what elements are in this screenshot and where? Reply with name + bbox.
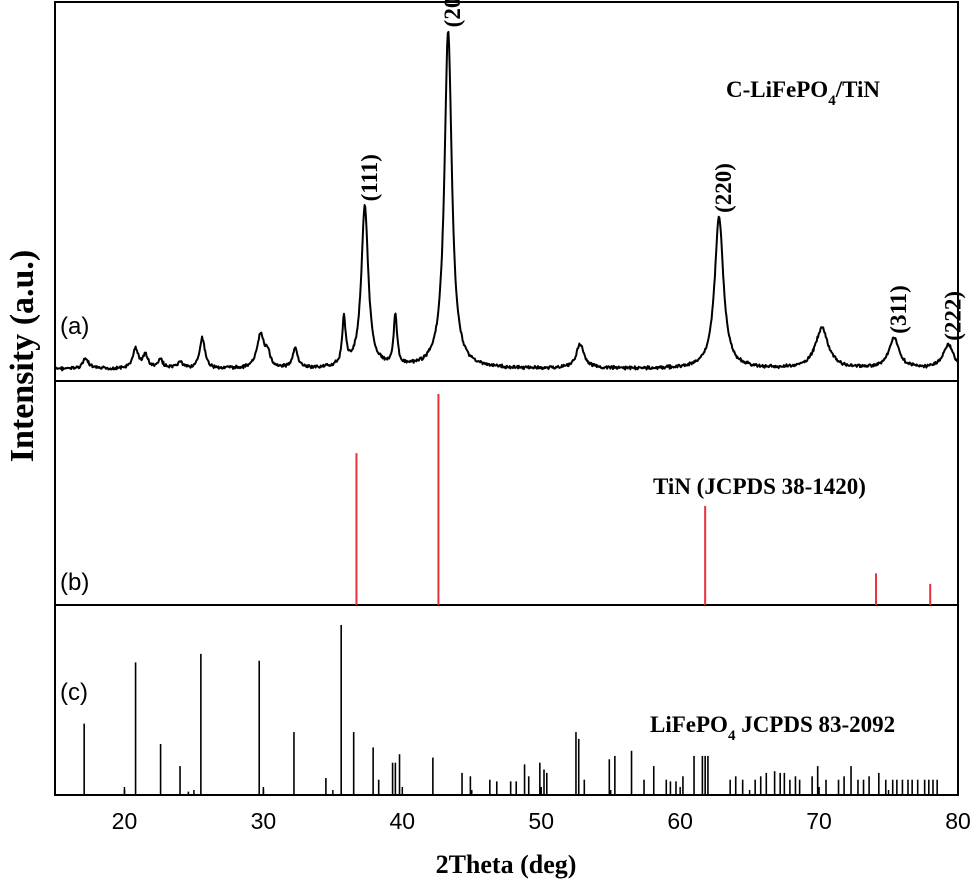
tin-reference-sticks (355, 394, 932, 605)
xrd-pattern-trace (54, 30, 959, 372)
panel-b-label: TiN (JCPDS 38-1420) (653, 474, 866, 499)
hkl-label-3: (311) (886, 285, 911, 334)
hkl-labels: (111) (200) (220) (311) (222) (357, 0, 965, 341)
x-tick-label: 80 (945, 808, 971, 834)
panel-a-tag: (a) (60, 313, 89, 340)
x-tick-label: 70 (806, 808, 832, 834)
x-axis-title: 2Theta (deg) (436, 850, 577, 879)
hkl-label-2: (220) (711, 163, 736, 213)
y-axis-title: Intensity (a.u.) (4, 250, 41, 463)
panel-b-tag: (b) (60, 569, 89, 596)
x-axis: 20 30 40 50 60 70 80 (54, 787, 971, 834)
lifepo4-reference-sticks (83, 625, 959, 795)
x-tick-label: 20 (112, 808, 138, 834)
hkl-label-0: (111) (357, 154, 382, 201)
x-tick-label: 50 (528, 808, 554, 834)
panel-c-tag: (c) (60, 679, 88, 706)
hkl-label-1: (200) (440, 0, 465, 27)
panel-c: (c) LiFePO4 JCPDS 83-2092 (60, 625, 959, 795)
x-tick-label: 30 (251, 808, 277, 834)
panel-c-label: LiFePO4 JCPDS 83-2092 (650, 712, 895, 744)
panel-a-label: C-LiFePO4/TiN (726, 77, 880, 109)
x-tick-label: 60 (667, 808, 693, 834)
panel-a: (111) (200) (220) (311) (222) (a) C-LiFePO4/… (54, 0, 965, 372)
x-tick-label: 40 (390, 808, 416, 834)
panel-b: (b) TiN (JCPDS 38-1420) (60, 394, 932, 605)
hkl-label-4: (222) (940, 291, 965, 341)
plot-frame (54, 1, 959, 796)
